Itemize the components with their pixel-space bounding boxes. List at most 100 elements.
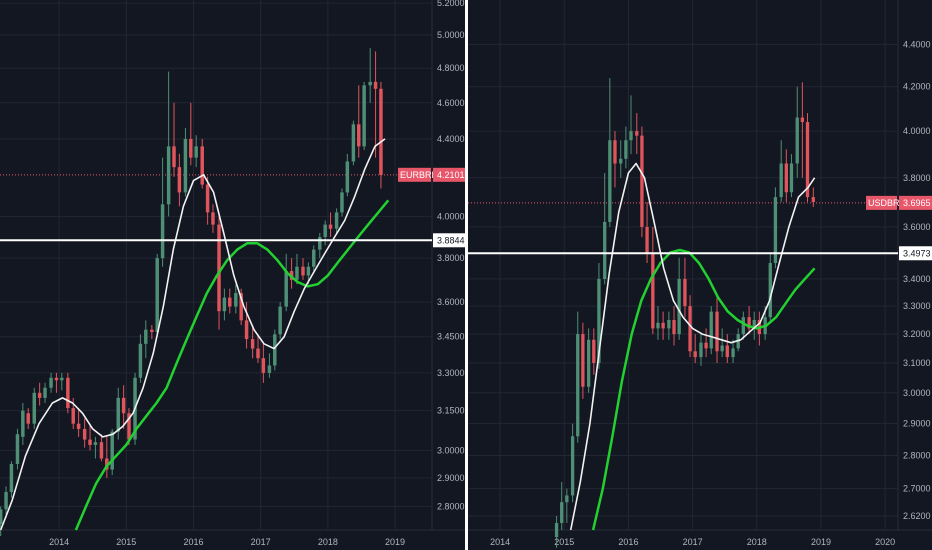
candle-body (26, 413, 30, 424)
x-tick-label: 2015 (116, 537, 136, 547)
candle-body (155, 258, 159, 333)
candle-body (334, 212, 339, 229)
candle-body (323, 224, 327, 238)
candle-body (693, 351, 697, 358)
candle-body (127, 413, 131, 440)
candle-body (66, 377, 70, 409)
candle-body (773, 197, 778, 264)
symbol-tag (866, 195, 897, 210)
candle-body (32, 392, 36, 424)
y-tick-label: 3.1500 (437, 406, 465, 416)
candle-body (312, 249, 316, 267)
candle-body (160, 204, 165, 259)
candle-body (250, 339, 255, 349)
panel-divider (465, 0, 468, 550)
candle-body (105, 458, 109, 470)
candle-body (49, 377, 53, 388)
symbol-tag (398, 167, 431, 182)
candle-body (570, 436, 575, 496)
x-tick-label: 2019 (385, 537, 405, 547)
support-level-tag (433, 233, 466, 248)
y-tick-label: 3.4500 (437, 332, 465, 342)
slow-moving-average-line (74, 199, 390, 531)
candle-body (651, 252, 655, 329)
candle-body (211, 212, 215, 225)
candle-body (273, 334, 277, 366)
candle-body (688, 306, 692, 352)
y-tick-label: 3.0000 (903, 388, 931, 398)
candle-body (747, 317, 751, 329)
candle-body (76, 423, 81, 429)
candle-body (720, 345, 724, 352)
candle-body (683, 278, 687, 307)
x-tick-label: 2014 (490, 537, 510, 547)
candle-body (43, 387, 47, 398)
y-tick-label: 4.4000 (903, 39, 931, 49)
candle-body (0, 509, 3, 525)
slow-moving-average-line (591, 248, 816, 531)
support-level-tag (899, 246, 932, 261)
y-tick-label: 5.0000 (437, 30, 465, 40)
y-tick-label: 3.6000 (437, 297, 465, 307)
price-axis (432, 0, 465, 550)
y-tick-label: 2.8000 (437, 501, 465, 511)
candle-body (144, 329, 148, 344)
x-tick-label: 2016 (618, 537, 638, 547)
y-tick-label: 3.8000 (437, 253, 465, 263)
candle-body (368, 81, 372, 86)
candle-body (318, 237, 322, 250)
candle-body (704, 342, 708, 349)
candle-body (640, 135, 644, 227)
candle-body (37, 392, 42, 398)
candle-body (789, 163, 794, 193)
y-tick-label: 3.6000 (903, 222, 931, 232)
candle-body (560, 502, 564, 523)
candle-body (166, 146, 171, 205)
support-level-label: 3.8844 (437, 235, 465, 245)
candle-body (554, 522, 559, 538)
candle-body (709, 311, 713, 349)
candle-body (110, 431, 114, 470)
candle-body (635, 131, 639, 136)
y-tick-label: 2.7000 (903, 484, 931, 494)
candle-body (752, 319, 756, 329)
y-tick-label: 3.4000 (903, 274, 931, 284)
candle-body (278, 306, 282, 335)
y-tick-label: 4.8000 (437, 63, 465, 73)
candle-body (138, 343, 143, 378)
candle-body (71, 408, 75, 424)
candle-body (228, 297, 232, 307)
candle-body (373, 81, 378, 89)
candle-body (54, 377, 59, 381)
candle-body (351, 124, 356, 162)
candle-body (699, 342, 703, 358)
usdbrl-chart-panel: 4.4000 4.2000 4.0000 3.8000 3.6000 3.4000 3.30… (468, 0, 932, 550)
candle-body (60, 377, 64, 381)
candle-body (800, 117, 805, 123)
candle-body (677, 278, 681, 335)
candle-body (379, 88, 383, 175)
candle-body (741, 317, 745, 335)
candle-body (267, 365, 272, 373)
candle-body (565, 495, 569, 503)
candle-body (362, 85, 366, 147)
candle-body (629, 131, 633, 141)
x-tick-label: 2015 (554, 537, 574, 547)
y-tick-label: 2.8000 (903, 451, 931, 461)
x-tick-label: 2020 (875, 537, 895, 547)
candle-body (93, 442, 98, 445)
candle-body (172, 146, 176, 168)
candle-body (645, 226, 649, 253)
candle-body (592, 339, 596, 363)
candle-body (217, 224, 221, 312)
x-tick-label: 2017 (251, 537, 271, 547)
support-level-label: 3.4973 (903, 248, 931, 258)
candle-body (586, 339, 591, 387)
candle-body (4, 492, 8, 510)
candle-body (189, 138, 193, 158)
y-tick-label: 4.0000 (437, 211, 465, 221)
x-tick-label: 2018 (747, 537, 767, 547)
y-tick-label: 3.8000 (903, 173, 931, 183)
y-tick-label: 4.4000 (437, 134, 465, 144)
